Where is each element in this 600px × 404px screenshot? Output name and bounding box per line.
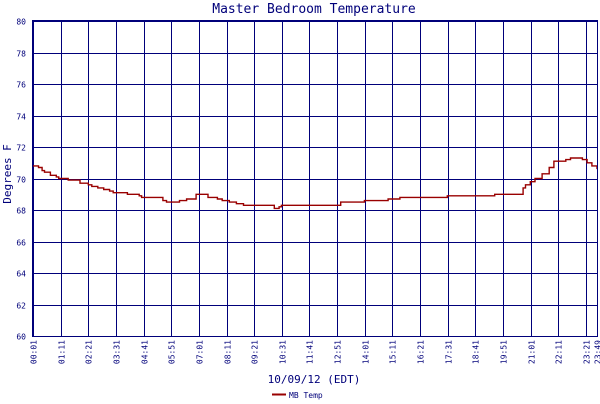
x-tick-label: 15:11 <box>389 340 398 364</box>
x-tick-label: 11:41 <box>306 340 315 364</box>
x-tick-label: 14:01 <box>362 340 371 364</box>
y-axis-label: Degrees F <box>1 144 14 204</box>
x-tick-label: 09:21 <box>251 340 260 364</box>
x-tick-label: 03:31 <box>113 340 122 364</box>
x-tick-label: 12:51 <box>334 340 343 364</box>
y-tick-label: 70 <box>16 176 26 185</box>
x-tick-label: 01:11 <box>58 340 67 364</box>
y-tick-label: 62 <box>16 302 26 311</box>
y-tick-label: 76 <box>16 81 26 90</box>
y-tick-label: 66 <box>16 239 26 248</box>
x-tick-label: 08:11 <box>224 340 233 364</box>
x-tick-label: 10:31 <box>279 340 288 364</box>
x-tick-label: 02:21 <box>85 340 94 364</box>
x-tick-label: 04:41 <box>141 340 150 364</box>
x-tick-label: 16:21 <box>417 340 426 364</box>
y-tick-label: 74 <box>16 113 26 122</box>
x-tick-label: 17:31 <box>445 340 454 364</box>
x-tick-label: 18:41 <box>472 340 481 364</box>
y-tick-label: 78 <box>16 50 26 59</box>
x-tick-label: 23:49 <box>594 340 600 364</box>
x-tick-label: 07:01 <box>196 340 205 364</box>
x-tick-label: 05:51 <box>168 340 177 364</box>
x-tick-label: 22:11 <box>555 340 564 364</box>
chart-title: Master Bedroom Temperature <box>212 2 416 17</box>
y-tick-label: 72 <box>16 144 26 153</box>
x-tick-label: 23:21 <box>583 340 592 364</box>
y-tick-label: 68 <box>16 207 26 216</box>
y-tick-label: 80 <box>16 18 26 27</box>
legend-label-mb-temp: MB Temp <box>289 391 323 400</box>
y-tick-label: 60 <box>16 333 26 342</box>
x-tick-label: 00:01 <box>30 340 39 364</box>
x-axis-label: 10/09/12 (EDT) <box>268 373 361 386</box>
x-tick-label: 19:51 <box>500 340 509 364</box>
y-tick-label: 64 <box>16 270 26 279</box>
x-tick-label: 21:01 <box>528 340 537 364</box>
